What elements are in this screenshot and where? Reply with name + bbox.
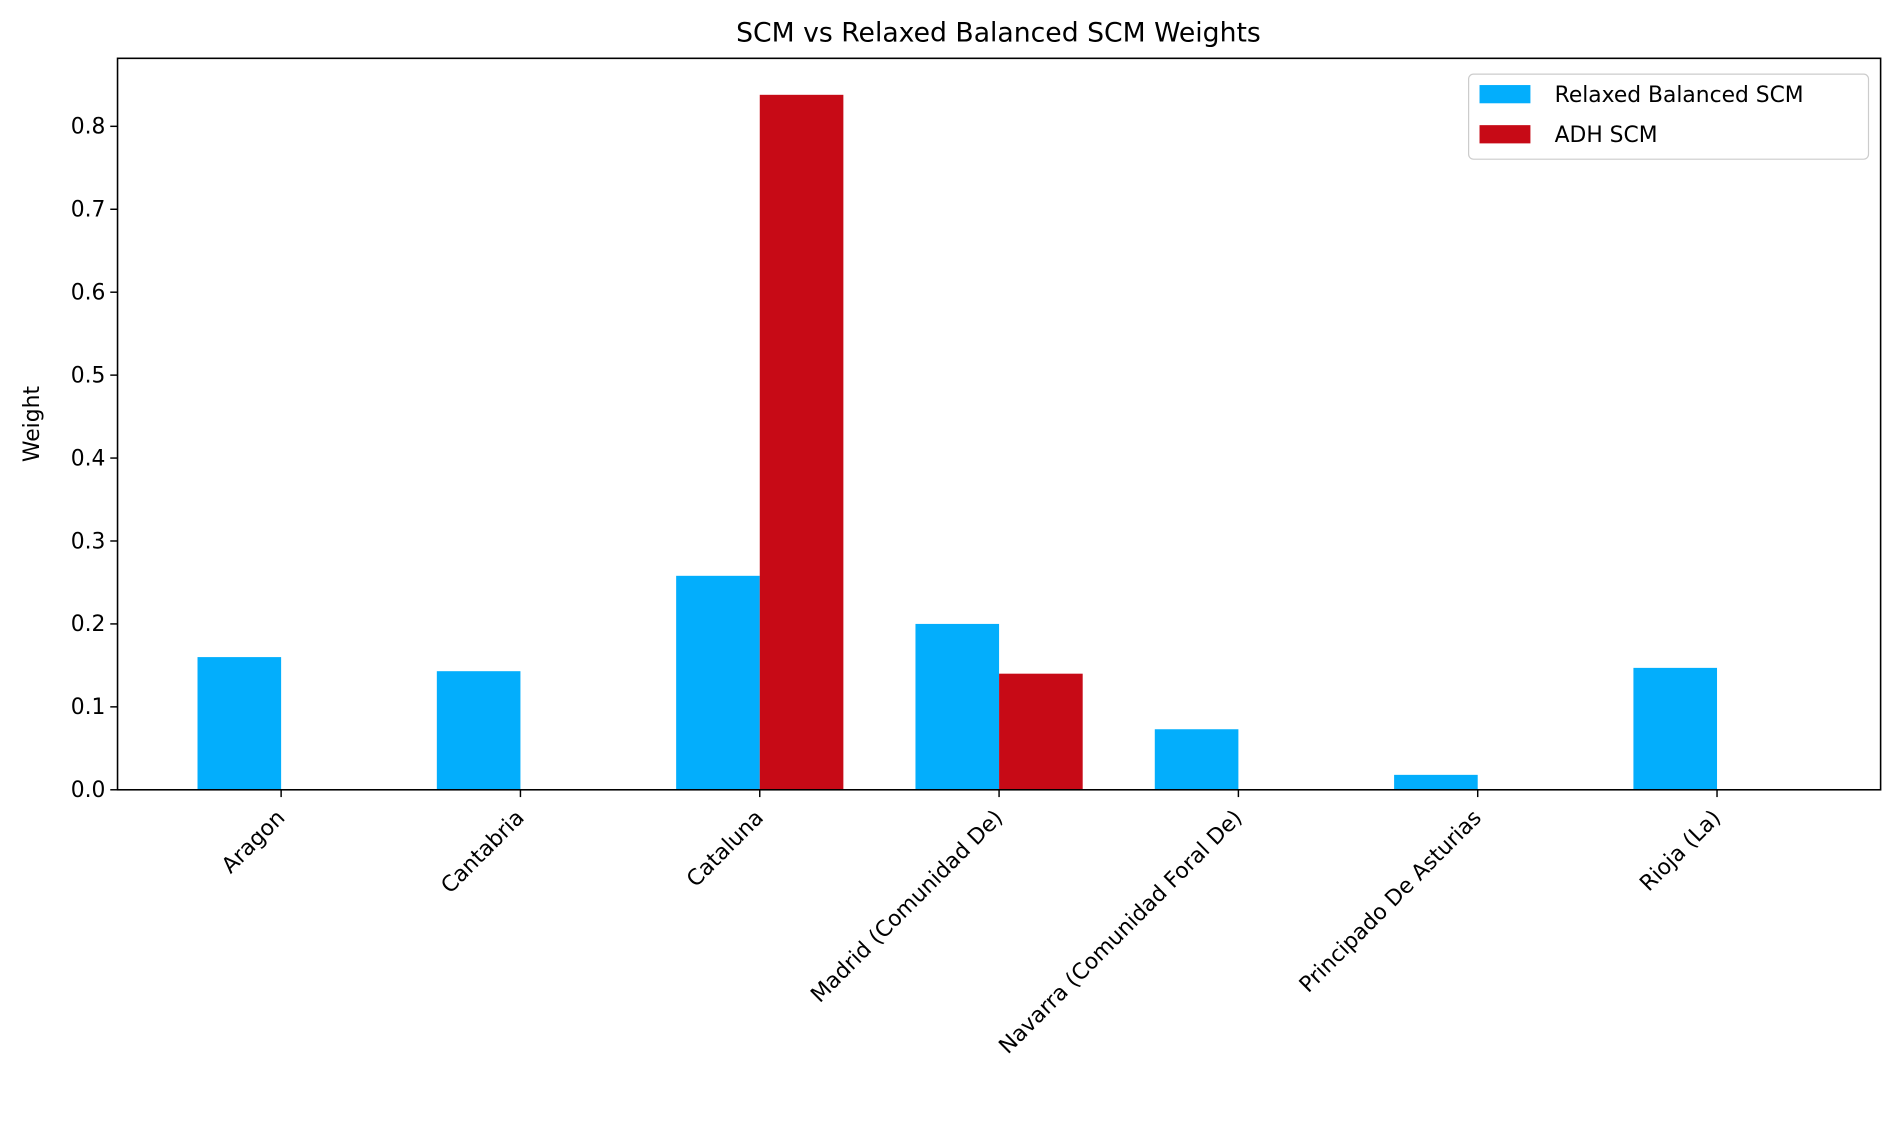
bar-relaxed-balanced-scm [1394, 774, 1478, 790]
legend-frame [1468, 73, 1870, 160]
bar-relaxed-balanced-scm [197, 657, 282, 790]
bar-relaxed-balanced-scm [915, 623, 1000, 790]
bar-adh-scm [999, 673, 1083, 790]
x-tick-label: Cantabria [437, 805, 530, 898]
y-tick-label: 0.8 [71, 115, 106, 140]
bar-adh-scm [759, 94, 844, 790]
x-tick-label: Aragon [217, 805, 290, 878]
y-tick-label: 0.5 [71, 363, 106, 388]
y-tick-label: 0.0 [71, 778, 106, 803]
bar-relaxed-balanced-scm [436, 671, 521, 790]
x-tick-label: Navarra (Comunidad Foral De) [994, 805, 1247, 1059]
x-tick-label: Madrid (Comunidad De) [806, 805, 1008, 1007]
bar-relaxed-balanced-scm [1154, 729, 1239, 790]
legend-swatch [1479, 85, 1531, 104]
y-tick-label: 0.4 [71, 446, 106, 471]
legend-label: ADH SCM [1555, 123, 1658, 148]
legend-label: Relaxed Balanced SCM [1555, 83, 1804, 108]
x-tick-label: Principado De Asturias [1295, 805, 1487, 997]
chart-title: SCM vs Relaxed Balanced SCM Weights [736, 17, 1261, 48]
y-tick-label: 0.3 [71, 529, 106, 554]
y-tick-label: 0.2 [71, 612, 106, 637]
y-tick-label: 0.6 [71, 280, 106, 305]
y-tick-label: 0.1 [71, 695, 106, 720]
x-tick-label: Cataluna [682, 805, 769, 892]
legend: Relaxed Balanced SCM ADH SCM [1468, 73, 1870, 160]
plot-area-frame [116, 57, 1882, 791]
x-tick-label: Rioja (La) [1635, 805, 1726, 896]
y-axis-label: Weight [20, 386, 45, 463]
legend-swatch [1479, 125, 1531, 144]
bar-relaxed-balanced-scm [1633, 667, 1718, 790]
y-tick-label: 0.7 [71, 198, 106, 223]
bar-relaxed-balanced-scm [676, 575, 760, 790]
